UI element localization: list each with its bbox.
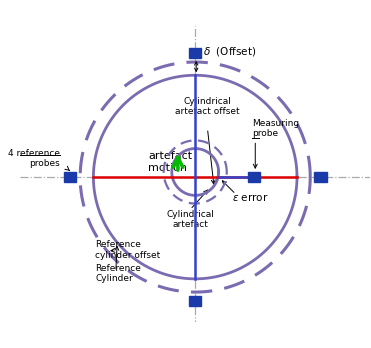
Text: 4 reference
probes: 4 reference probes (8, 149, 60, 168)
Bar (189, 296, 201, 306)
Bar (248, 172, 260, 182)
Text: Reference
Cylinder: Reference Cylinder (95, 263, 141, 283)
Text: $\varepsilon$ error: $\varepsilon$ error (232, 192, 268, 203)
Text: Reference
cylinder offset: Reference cylinder offset (95, 240, 161, 260)
Bar (314, 172, 326, 182)
Text: artefact
motion: artefact motion (148, 151, 193, 173)
Text: Cylindrical
artefact: Cylindrical artefact (166, 209, 214, 229)
Bar (189, 48, 201, 58)
Text: $\delta$  (Offset): $\delta$ (Offset) (203, 45, 257, 58)
Bar (64, 172, 76, 182)
Text: Measuring
probe: Measuring probe (252, 119, 299, 139)
Text: Cylindrical
artefact offset: Cylindrical artefact offset (175, 97, 240, 116)
